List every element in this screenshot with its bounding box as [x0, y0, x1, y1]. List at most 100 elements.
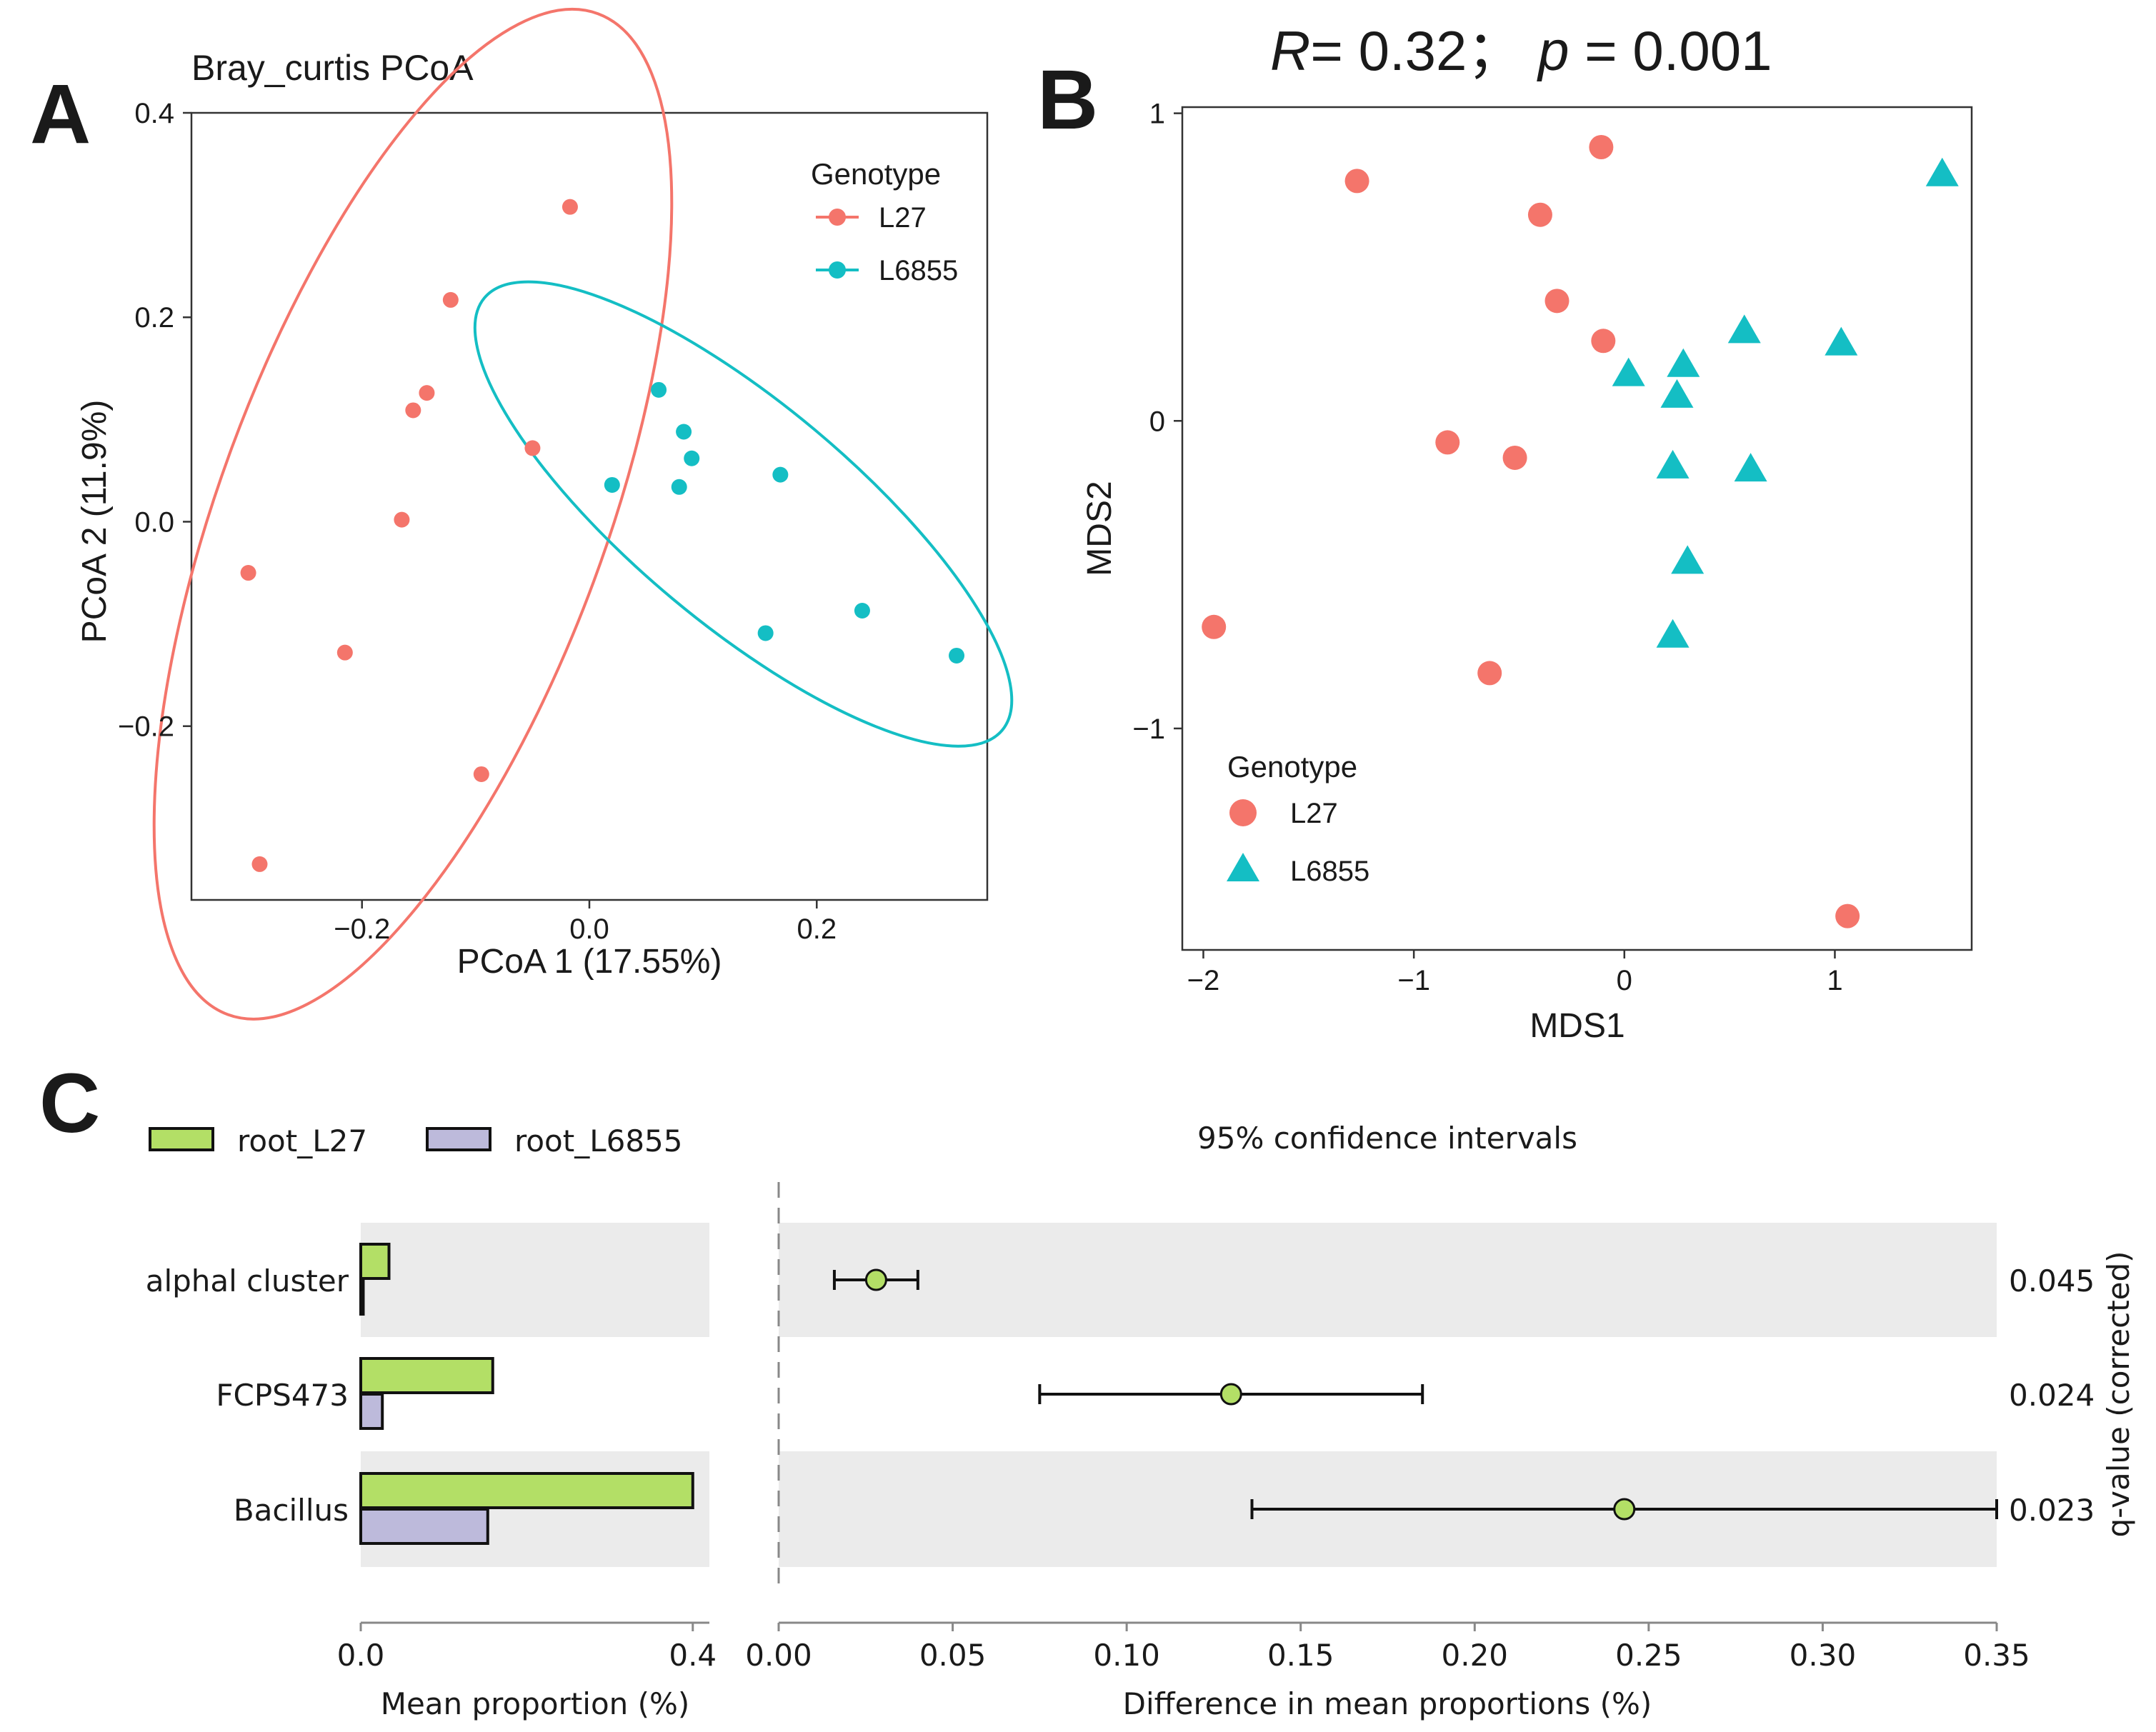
bar-band-row-1: [361, 1223, 709, 1337]
nmds-x-tick-label: −2: [1187, 965, 1220, 996]
panel-label-c: C: [39, 1056, 100, 1151]
nmds-point-l27: [1835, 903, 1860, 928]
pcoa-point-l6855: [772, 466, 789, 483]
nmds-legend-l6855-label: L6855: [1290, 856, 1369, 887]
pcoa-point-l27: [336, 644, 353, 661]
pcoa-legend-title: Genotype: [811, 157, 941, 191]
nmds-title-r: R: [1270, 19, 1310, 82]
pcoa-plot-frame: [190, 111, 989, 901]
nmds-point-l27: [1502, 445, 1527, 470]
pcoa-x-tick-label: −0.2: [334, 913, 390, 945]
ci-mean-point: [1613, 1498, 1636, 1521]
bar-legend: root_L27 root_L6855: [149, 1123, 683, 1158]
bar-x-axis-label: Mean proportion (%): [381, 1686, 690, 1721]
pcoa-ellipse-l6855: [473, 280, 1014, 748]
legend-root-l6855-swatch: [426, 1127, 491, 1151]
bar-root-l6855: [359, 1278, 365, 1316]
pcoa-y-tick-label: 0.4: [134, 98, 174, 129]
pcoa-point-l27: [524, 440, 541, 456]
nmds-point-l6855: [1660, 379, 1694, 408]
nmds-point-l6855: [1734, 453, 1767, 482]
category-label: FCPS473: [216, 1378, 349, 1413]
nmds-point-l6855: [1825, 326, 1858, 356]
pcoa-point-l6855: [671, 479, 687, 495]
legend-root-l6855-label: root_L6855: [514, 1123, 683, 1158]
pcoa-point-l27: [419, 385, 435, 401]
bar-root-l27: [359, 1243, 391, 1280]
pcoa-legend-l27-marker: [829, 209, 846, 226]
nmds-x-axis-label: MDS1: [1529, 1007, 1625, 1045]
qvalue-label: 0.023: [2009, 1493, 2095, 1528]
ci-x-tick-label: 0.15: [1267, 1638, 1334, 1673]
nmds-point-l6855: [1671, 545, 1705, 574]
nmds-title-p-value: = 0.001: [1569, 19, 1772, 82]
pcoa-point-l6855: [651, 381, 667, 398]
category-label: alphal cluster: [146, 1263, 349, 1298]
ci-x-tick-label: 0.25: [1615, 1638, 1682, 1673]
nmds-point-l27: [1527, 202, 1552, 227]
qvalue-label: 0.045: [2009, 1263, 2095, 1298]
pcoa-legend: Genotype L27 L6855: [811, 157, 958, 286]
pcoa-panel: Bray_curtis PCoA −0.2 0.0 0.2 −0.2 0.0 0.2 0.…: [76, 8, 1014, 1021]
pcoa-point-l27: [240, 565, 256, 581]
bar-root-l6855: [359, 1508, 489, 1545]
ci-x-tick-label: 0.30: [1790, 1638, 1857, 1673]
ci-mean-point: [1219, 1383, 1242, 1406]
nmds-point-l27: [1202, 614, 1227, 639]
nmds-point-l6855: [1925, 157, 1959, 186]
pcoa-x-tick-label: 0.0: [569, 913, 609, 945]
pcoa-y-tick-label: 0.2: [134, 302, 174, 334]
nmds-y-tick-label: −1: [1132, 714, 1165, 745]
nmds-point-l27: [1591, 329, 1616, 354]
nmds-point-l6855: [1656, 449, 1690, 479]
pcoa-y-axis-label: PCoA 2 (11.9%): [76, 400, 114, 644]
ci-title: 95% confidence intervals: [1197, 1121, 1577, 1156]
bar-x-tick-label: 0.0: [337, 1638, 385, 1673]
nmds-legend: Genotype L27 L6855: [1227, 750, 1369, 887]
ci-mean-point: [864, 1268, 887, 1291]
nmds-point-l27: [1589, 134, 1614, 159]
nmds-title: R= 0.32； p = 0.001: [1270, 19, 1772, 82]
pcoa-legend-l27-label: L27: [879, 202, 927, 234]
pcoa-point-l6855: [604, 476, 620, 493]
qvalue-label: 0.024: [2009, 1378, 2095, 1413]
bar-x-tick-label: 0.4: [669, 1638, 717, 1673]
pcoa-point-l6855: [684, 450, 700, 466]
pcoa-point-l27: [405, 402, 421, 419]
nmds-y-axis-label: MDS2: [1081, 481, 1119, 576]
pcoa-point-l27: [394, 511, 410, 528]
pcoa-y-tick-label: 0.0: [134, 506, 174, 538]
nmds-point-l27: [1344, 169, 1369, 194]
nmds-title-r-value: = 0.32；: [1310, 19, 1538, 82]
nmds-legend-l27-marker: [1229, 799, 1257, 826]
qvalue-axis-label: q-value (corrected): [2101, 1251, 2136, 1537]
nmds-point-l6855: [1667, 348, 1700, 377]
ci-x-tick-label: 0.00: [745, 1638, 812, 1673]
nmds-point-l6855: [1656, 619, 1690, 648]
pcoa-x-tick-label: 0.2: [797, 913, 837, 945]
nmds-x-tick-label: 1: [1827, 965, 1842, 996]
nmds-plot-frame: [1181, 106, 1973, 951]
ci-x-axis-label: Difference in mean proportions (%): [1123, 1686, 1652, 1721]
ci-x-tick-label: 0.20: [1442, 1638, 1509, 1673]
nmds-legend-l27-label: L27: [1290, 798, 1338, 829]
pcoa-point-l27: [251, 856, 268, 872]
category-label: Bacillus: [234, 1493, 349, 1528]
pcoa-legend-l6855-label: L6855: [879, 255, 958, 286]
ci-x-tick-label: 0.05: [919, 1638, 987, 1673]
nmds-y-tick-label: 0: [1149, 406, 1165, 437]
panel-label-a: A: [30, 67, 91, 161]
pcoa-point-l27: [562, 199, 578, 215]
nmds-point-l27: [1435, 430, 1460, 455]
bar-root-l27: [359, 1357, 494, 1394]
nmds-point-l27: [1477, 661, 1502, 686]
extended-error-bar-panel: root_L27 root_L6855 95% confidence inter…: [146, 1121, 2136, 1721]
nmds-panel: R= 0.32； p = 0.001 −2 −1 0 1 −1 0 1 MDS1 MDS2…: [1081, 19, 1973, 1045]
bar-root-l27: [359, 1472, 694, 1509]
legend-root-l27-swatch: [149, 1127, 214, 1151]
ci-x-tick-label: 0.10: [1093, 1638, 1160, 1673]
pcoa-y-tick-label: −0.2: [118, 711, 174, 743]
nmds-title-p: p: [1537, 19, 1569, 82]
nmds-point-l6855: [1727, 314, 1761, 344]
